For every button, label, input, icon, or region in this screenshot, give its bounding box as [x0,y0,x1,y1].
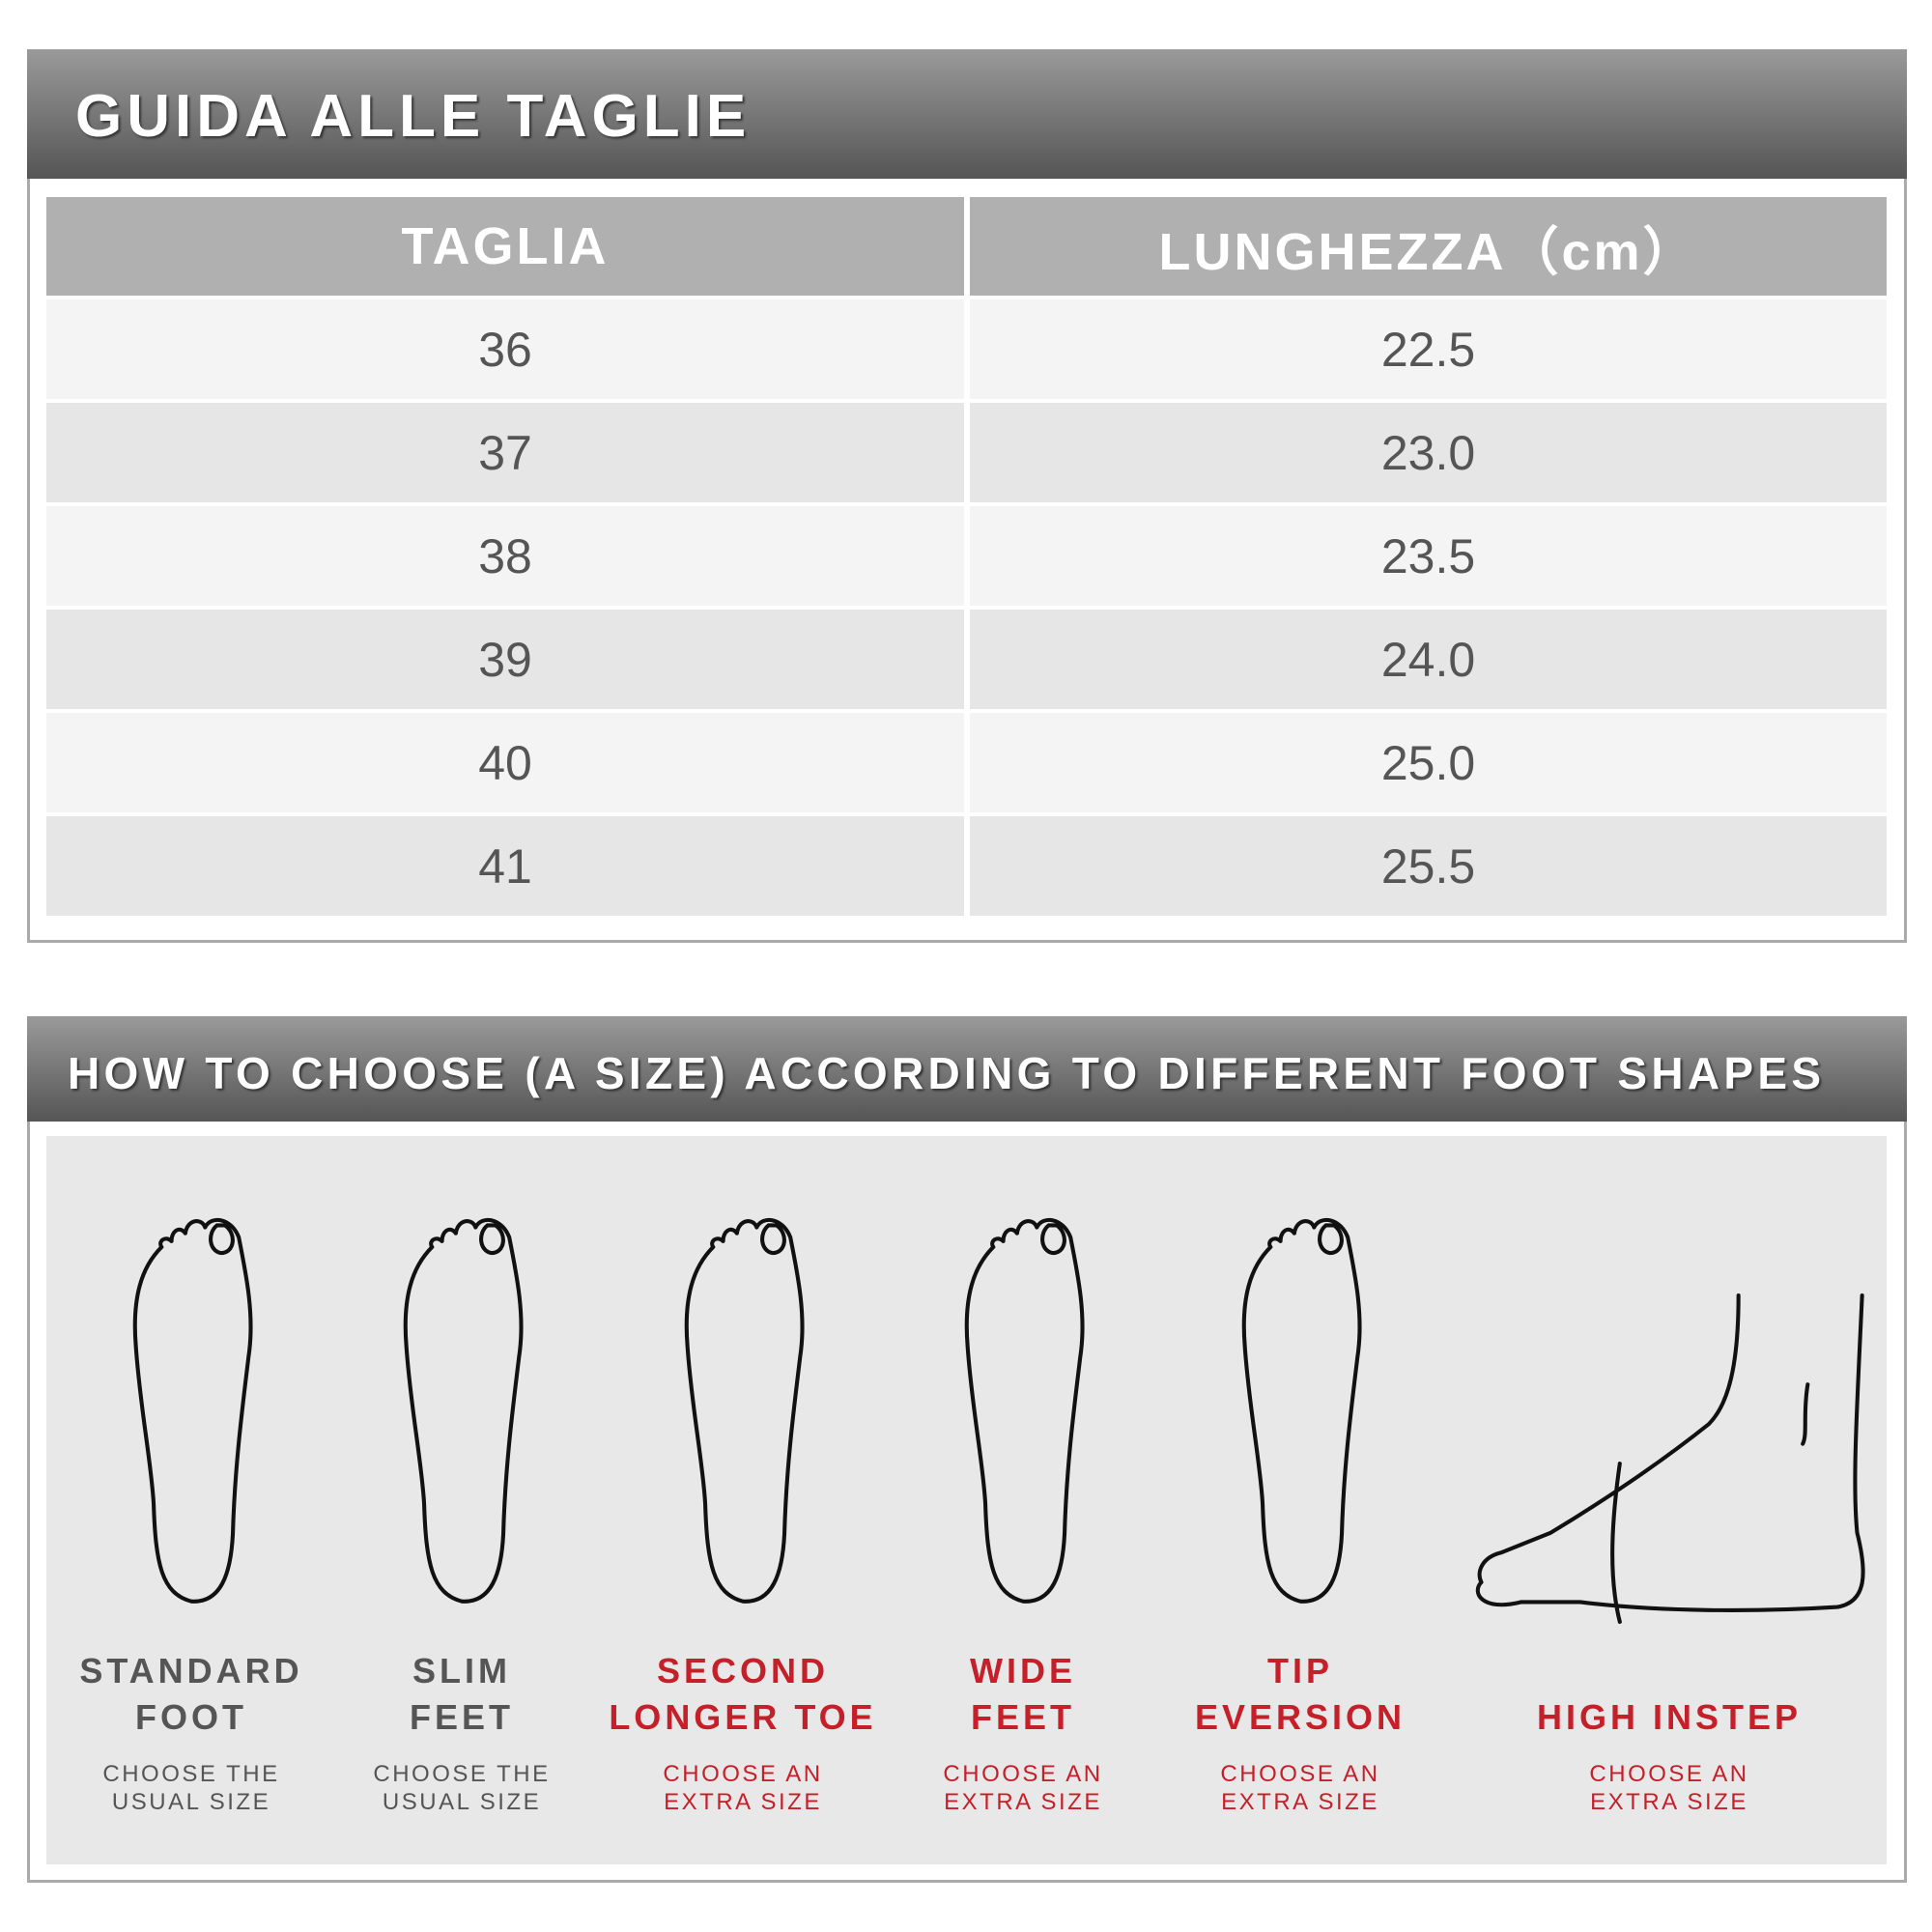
standard-foot-icon [132,1217,253,1604]
length-cell: 22.5 [970,299,1887,399]
foot-shape-name: TIP [1266,1651,1334,1690]
foot-shapes-area [46,1136,1887,1864]
size-advice: CHOOSE THE [373,1761,551,1787]
size-advice: CHOOSE AN [1589,1761,1749,1787]
size-advice: EXTRA SIZE [1221,1789,1379,1815]
size-advice: USUAL SIZE [382,1789,542,1815]
size-cell: 39 [46,610,964,709]
length-cell: 25.5 [970,816,1887,916]
foot-shape-name: SLIM [412,1651,511,1690]
foot-shape-name: SECOND [656,1651,830,1690]
column-header: TAGLIA [46,197,964,296]
foot-shape-name: LONGER TOE [609,1697,877,1737]
size-advice: USUAL SIZE [111,1789,271,1815]
foot-shapes-header: HOW TO CHOOSE (A SIZE) ACCORDING TO DIFF… [27,1016,1907,1122]
size-advice: EXTRA SIZE [944,1789,1102,1815]
size-advice: CHOOSE AN [663,1761,823,1787]
foot-shapes-title: HOW TO CHOOSE (A SIZE) ACCORDING TO DIFF… [68,1048,1826,1098]
length-cell: 24.0 [970,610,1887,709]
foot-shape-name: EVERSION [1194,1697,1406,1737]
size-advice: CHOOSE AN [1220,1761,1380,1787]
tip-eversion-foot-icon [1241,1217,1362,1604]
foot-shape-name: WIDE [970,1651,1076,1690]
high-instep-foot-icon [1475,1293,1865,1624]
length-cell: 23.5 [970,506,1887,606]
foot-shape-name: HIGH INSTEP [1536,1697,1803,1737]
size-guide-title: GUIDA ALLE TAGLIE [75,83,752,150]
length-cell: 25.0 [970,713,1887,812]
size-guide-header: GUIDA ALLE TAGLIE [27,49,1907,179]
length-cell: 23.0 [970,403,1887,502]
size-cell: 40 [46,713,964,812]
size-cell: 41 [46,816,964,916]
size-advice: CHOOSE THE [102,1761,280,1787]
size-advice: EXTRA SIZE [664,1789,822,1815]
column-header: LUNGHEZZA（cm） [970,197,1887,296]
foot-shape-name: FOOT [135,1697,247,1737]
second-longer-toe-icon [684,1217,805,1604]
size-advice: EXTRA SIZE [1590,1789,1748,1815]
size-cell: 38 [46,506,964,606]
size-cell: 36 [46,299,964,399]
wide-foot-icon [964,1217,1085,1604]
foot-shape-name: FEET [409,1697,515,1737]
foot-shape-name: STANDARD [79,1651,303,1690]
size-cell: 37 [46,403,964,502]
slim-foot-icon [403,1217,524,1604]
foot-shape-name: FEET [970,1697,1076,1737]
size-advice: CHOOSE AN [943,1761,1103,1787]
